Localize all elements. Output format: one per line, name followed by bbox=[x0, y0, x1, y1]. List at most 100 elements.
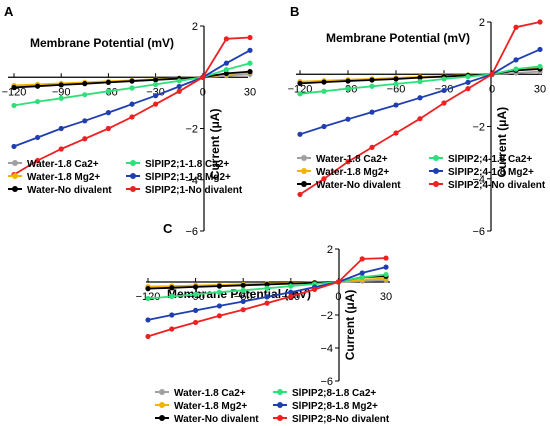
legend-item: SlPIP2;1-1.8 Ca2+ bbox=[126, 159, 229, 170]
legend-swatch-marker bbox=[12, 173, 18, 179]
y-tick-label: 2 bbox=[479, 17, 485, 29]
data-point bbox=[247, 34, 253, 41]
y-tick-label: −4 bbox=[472, 174, 485, 186]
y-axis-title: Current (μA) bbox=[343, 290, 357, 361]
data-point bbox=[513, 57, 519, 63]
data-point bbox=[247, 47, 253, 53]
data-point bbox=[441, 100, 447, 106]
data-point bbox=[58, 95, 64, 101]
panel-letter: C bbox=[163, 221, 173, 236]
legend-label: SlPIP2;4-1.8 Mg2+ bbox=[448, 167, 534, 178]
legend-item: SlPIP2;8-1.8 Mg2+ bbox=[273, 401, 378, 412]
data-point bbox=[35, 83, 41, 89]
data-point bbox=[297, 91, 303, 97]
legend-item: Water-No divalent bbox=[155, 414, 259, 425]
data-point bbox=[393, 81, 399, 87]
data-point bbox=[465, 86, 471, 92]
data-point bbox=[82, 92, 88, 98]
legend-swatch-marker bbox=[277, 402, 283, 408]
legend-swatch-marker bbox=[301, 181, 307, 187]
legend-item: Water-1.8 Ca2+ bbox=[8, 159, 99, 170]
legend-item: SlPIP2;4-1.8 Mg2+ bbox=[429, 167, 534, 178]
x-axis-title: Membrane Potential (mV) bbox=[326, 31, 470, 45]
data-point bbox=[345, 159, 351, 165]
data-point bbox=[537, 63, 543, 70]
data-point bbox=[369, 144, 375, 150]
data-point bbox=[417, 78, 423, 85]
legend-item: SlPIP2;4-No divalent bbox=[429, 180, 546, 191]
data-point bbox=[240, 298, 246, 305]
legend-swatch-marker bbox=[433, 168, 439, 174]
data-point bbox=[369, 77, 375, 83]
legend-item: SlPIP2;1-1.8 Mg2+ bbox=[126, 172, 231, 183]
x-axis-title: Membrane Potential (mV) bbox=[30, 36, 174, 50]
legend-item: Water-No divalent bbox=[297, 180, 401, 191]
y-tick-label: 2 bbox=[192, 21, 198, 33]
data-point bbox=[240, 282, 246, 288]
data-point bbox=[35, 98, 41, 105]
data-point bbox=[176, 78, 182, 84]
data-point bbox=[264, 300, 270, 306]
data-point bbox=[169, 293, 175, 300]
legend-label: Water-1.8 Ca2+ bbox=[27, 159, 99, 170]
data-point bbox=[288, 293, 294, 300]
data-point bbox=[129, 101, 135, 107]
legend-label: SlPIP2;1-No divalent bbox=[145, 185, 243, 196]
data-point bbox=[321, 123, 327, 130]
legend-item: SlPIP2;1-No divalent bbox=[126, 185, 243, 196]
data-point bbox=[321, 79, 327, 85]
legend-swatch-marker bbox=[433, 181, 439, 187]
data-point bbox=[247, 69, 253, 75]
data-point bbox=[247, 60, 253, 66]
y-tick-label: −6 bbox=[472, 226, 485, 238]
data-point bbox=[345, 78, 351, 84]
data-point bbox=[417, 116, 423, 122]
data-point bbox=[465, 74, 471, 80]
data-point bbox=[105, 110, 111, 116]
legend-swatch-marker bbox=[301, 155, 307, 161]
panel-letter: B bbox=[290, 4, 299, 19]
data-point bbox=[145, 333, 151, 340]
y-tick-label: −2 bbox=[320, 310, 333, 322]
data-point bbox=[58, 82, 64, 88]
data-point bbox=[200, 74, 206, 80]
data-point bbox=[82, 136, 88, 142]
data-point bbox=[58, 125, 64, 132]
legend-swatch-marker bbox=[130, 160, 136, 166]
legend-item: Water-1.8 Mg2+ bbox=[8, 172, 100, 183]
legend-swatch-marker bbox=[159, 402, 165, 408]
y-axis-title: Current (μA) bbox=[495, 107, 509, 178]
data-point bbox=[216, 283, 222, 289]
data-point bbox=[216, 313, 222, 319]
legend-item: Water-1.8 Mg2+ bbox=[297, 167, 389, 178]
data-point bbox=[176, 88, 182, 94]
legend-label: Water-1.8 Mg2+ bbox=[316, 167, 389, 178]
data-point bbox=[297, 191, 303, 198]
data-point bbox=[105, 125, 111, 132]
panel-letter: A bbox=[4, 4, 14, 19]
data-point bbox=[11, 102, 17, 109]
data-point bbox=[145, 286, 151, 292]
y-tick-label: 2 bbox=[327, 244, 333, 256]
data-point bbox=[393, 102, 399, 108]
data-point bbox=[383, 271, 389, 278]
data-point bbox=[383, 264, 389, 270]
data-point bbox=[223, 36, 229, 42]
legend-swatch-marker bbox=[159, 389, 165, 395]
legend-label: Water-No divalent bbox=[316, 180, 401, 191]
data-point bbox=[321, 176, 327, 182]
data-point bbox=[169, 326, 175, 332]
legend-swatch-marker bbox=[159, 415, 165, 421]
legend-swatch-marker bbox=[277, 415, 283, 421]
legend-label: Water-No divalent bbox=[27, 185, 112, 196]
data-point bbox=[465, 79, 471, 85]
data-point bbox=[537, 19, 543, 25]
data-point bbox=[176, 83, 182, 90]
data-point bbox=[264, 294, 270, 300]
legend-swatch-marker bbox=[277, 389, 283, 395]
data-point bbox=[82, 118, 88, 124]
data-point bbox=[369, 109, 375, 115]
legend-label: Water-No divalent bbox=[174, 414, 259, 425]
data-point bbox=[11, 84, 17, 91]
